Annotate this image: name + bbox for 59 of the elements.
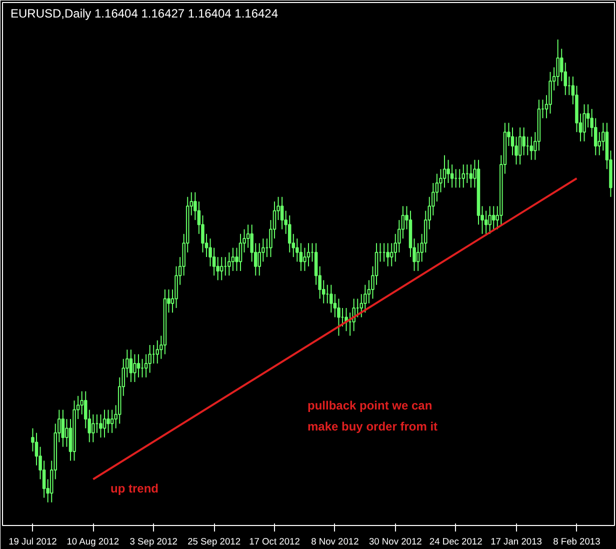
candlestick: [156, 340, 160, 364]
x-tick-label: 8 Nov 2012: [311, 536, 359, 546]
candlestick: [238, 233, 242, 272]
x-tick-label: 17 Oct 2012: [249, 536, 300, 546]
x-tick-label: 19 Jul 2012: [8, 536, 57, 546]
candlestick: [446, 159, 450, 184]
candlestick: [288, 214, 292, 253]
candlestick: [492, 206, 496, 230]
candlestick: [469, 164, 473, 188]
candlestick: [306, 242, 310, 267]
candlestick: [548, 71, 552, 114]
candlestick: [136, 354, 140, 378]
candlestick: [280, 196, 284, 230]
candlestick: [61, 409, 65, 448]
candlestick: [106, 409, 110, 434]
candlestick: [231, 247, 235, 272]
candlestick: [582, 104, 586, 142]
x-tick-label: 8 Feb 2013: [553, 536, 600, 546]
candlestick: [390, 242, 394, 267]
annotation: pullback point we can make buy order from it: [308, 398, 438, 434]
candlestick: [386, 242, 390, 267]
x-tick-label: 10 Aug 2012: [66, 536, 120, 546]
candlestick: [303, 247, 306, 272]
candlestick: [148, 344, 152, 374]
candlestick: [530, 136, 534, 160]
candlestick: [129, 349, 133, 383]
candlestick: [133, 354, 136, 383]
candlestick: [556, 39, 560, 86]
candlestick: [330, 284, 333, 314]
candlestick: [144, 354, 148, 378]
candlestick: [442, 154, 446, 188]
x-tick-label: 17 Jan 2013: [490, 536, 542, 546]
candlestick: [522, 126, 526, 156]
candlestick: [352, 298, 356, 332]
candlestick: [488, 206, 492, 234]
x-tick-label: 25 Sep 2012: [188, 536, 241, 546]
candlestick: [518, 126, 522, 165]
candlestick: [450, 164, 454, 188]
candlestick: [401, 206, 405, 240]
candlestick: [258, 242, 262, 276]
candlestick: [220, 256, 224, 281]
candlestick: [416, 242, 420, 272]
candlestick: [110, 409, 114, 434]
candlestick: [510, 126, 514, 156]
candlestick: [102, 409, 106, 438]
candlestick: [99, 414, 102, 438]
candlestick: [462, 164, 466, 188]
x-tick-label: 30 Nov 2012: [368, 536, 422, 546]
candlestick: [92, 414, 95, 443]
candlestick: [337, 298, 340, 336]
annotation: up trend: [110, 482, 158, 496]
candlestick: [484, 210, 488, 234]
chart-title: EURUSD,Daily 1.16404 1.16427 1.16404 1.16424: [10, 6, 278, 20]
candlestick: [364, 284, 367, 314]
candlestick: [435, 173, 439, 202]
candlestick: [299, 242, 303, 272]
x-tick-label: 24 Dec 2012: [429, 536, 482, 546]
x-tick-label: 3 Sep 2012: [130, 536, 178, 546]
candlestick: [228, 252, 231, 276]
